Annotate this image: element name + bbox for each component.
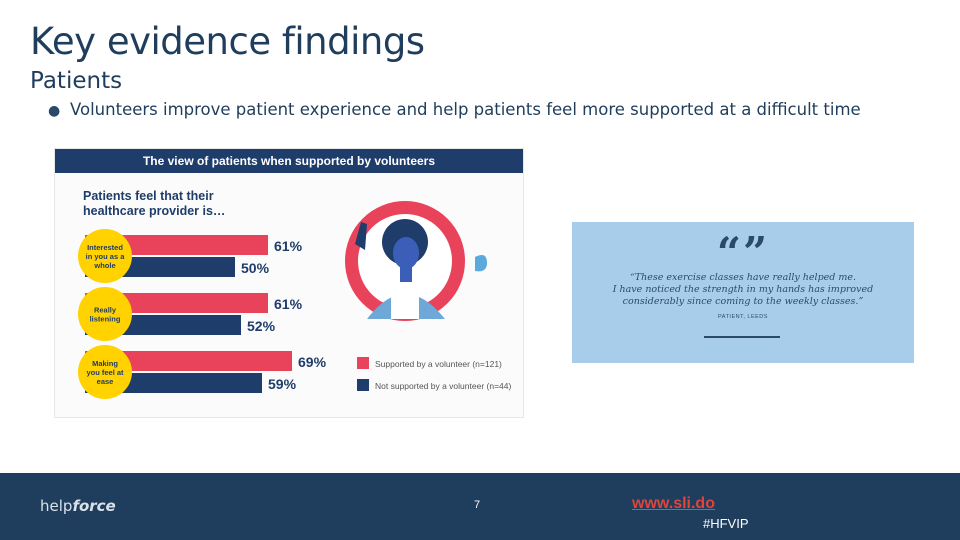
hashtag: #HFVIP (703, 516, 749, 531)
category-badge-1 (78, 229, 132, 283)
bar-label-3-series-1: 69% (298, 354, 327, 370)
quote-source: PATIENT, LEEDS (718, 314, 768, 320)
bar-label-1-series-1: 61% (274, 238, 303, 254)
bar-3-series-1 (85, 351, 292, 371)
footer: helpforce 7 www.sli.do #HFVIP (0, 473, 960, 540)
quote-line-3: considerably since coming to the weekly … (622, 296, 864, 307)
bullet-point: ● Volunteers improve patient experience a… (48, 100, 953, 119)
illustration-speech-shape (475, 255, 487, 272)
illustration-face (393, 237, 419, 269)
quote-marks-icon: “” (716, 228, 770, 277)
logo-force: force (72, 497, 116, 515)
legend-swatch-1 (357, 357, 369, 369)
legend-label-1: Supported by a volunteer (n=121) (375, 359, 502, 369)
quote-card: “” “These exercise classes have really h… (572, 222, 914, 363)
bar-label-2-series-2: 52% (247, 318, 276, 334)
bar-label-3-series-2: 59% (268, 376, 297, 392)
slide-subtitle: Patients (30, 68, 123, 94)
helpforce-logo: helpforce (40, 497, 116, 515)
quote-text: “These exercise classes have really help… (592, 272, 894, 308)
slido-link[interactable]: www.sli.do (632, 495, 715, 512)
category-label-2: Really listening (90, 306, 121, 324)
bullet-icon: ● (48, 103, 61, 119)
quote-line-1: “These exercise classes have really help… (629, 272, 857, 283)
infographic-chart: 61%50%Interested in you as a whole61%52%Re… (78, 201, 511, 399)
quote-divider (704, 336, 780, 338)
category-label-1: Interested in you as a whole (86, 243, 126, 270)
illustration-raised-hand (355, 222, 367, 250)
bullet-text: Volunteers improve patient experience an… (70, 100, 861, 119)
bar-label-1-series-2: 50% (241, 260, 270, 276)
category-badge-3 (78, 345, 132, 399)
infographic-question: Patients feel that their healthcare prov… (83, 189, 226, 218)
page-number: 7 (474, 499, 481, 511)
logo-help: help (40, 497, 73, 515)
quote-line-2: I have noticed the strength in my hands … (612, 284, 874, 295)
legend-swatch-2 (357, 379, 369, 391)
category-badge-2 (78, 287, 132, 341)
slide-title: Key evidence findings (30, 20, 425, 63)
illustration-shirt (391, 289, 419, 319)
legend-label-2: Not supported by a volunteer (n=44) (375, 381, 511, 391)
infographic: The view of patients when supported by v… (54, 148, 524, 418)
illustration-neck (400, 264, 412, 282)
infographic-header: The view of patients when supported by v… (55, 149, 523, 173)
bar-label-2-series-1: 61% (274, 296, 303, 312)
category-label-3: Making you feel at ease (86, 359, 124, 386)
